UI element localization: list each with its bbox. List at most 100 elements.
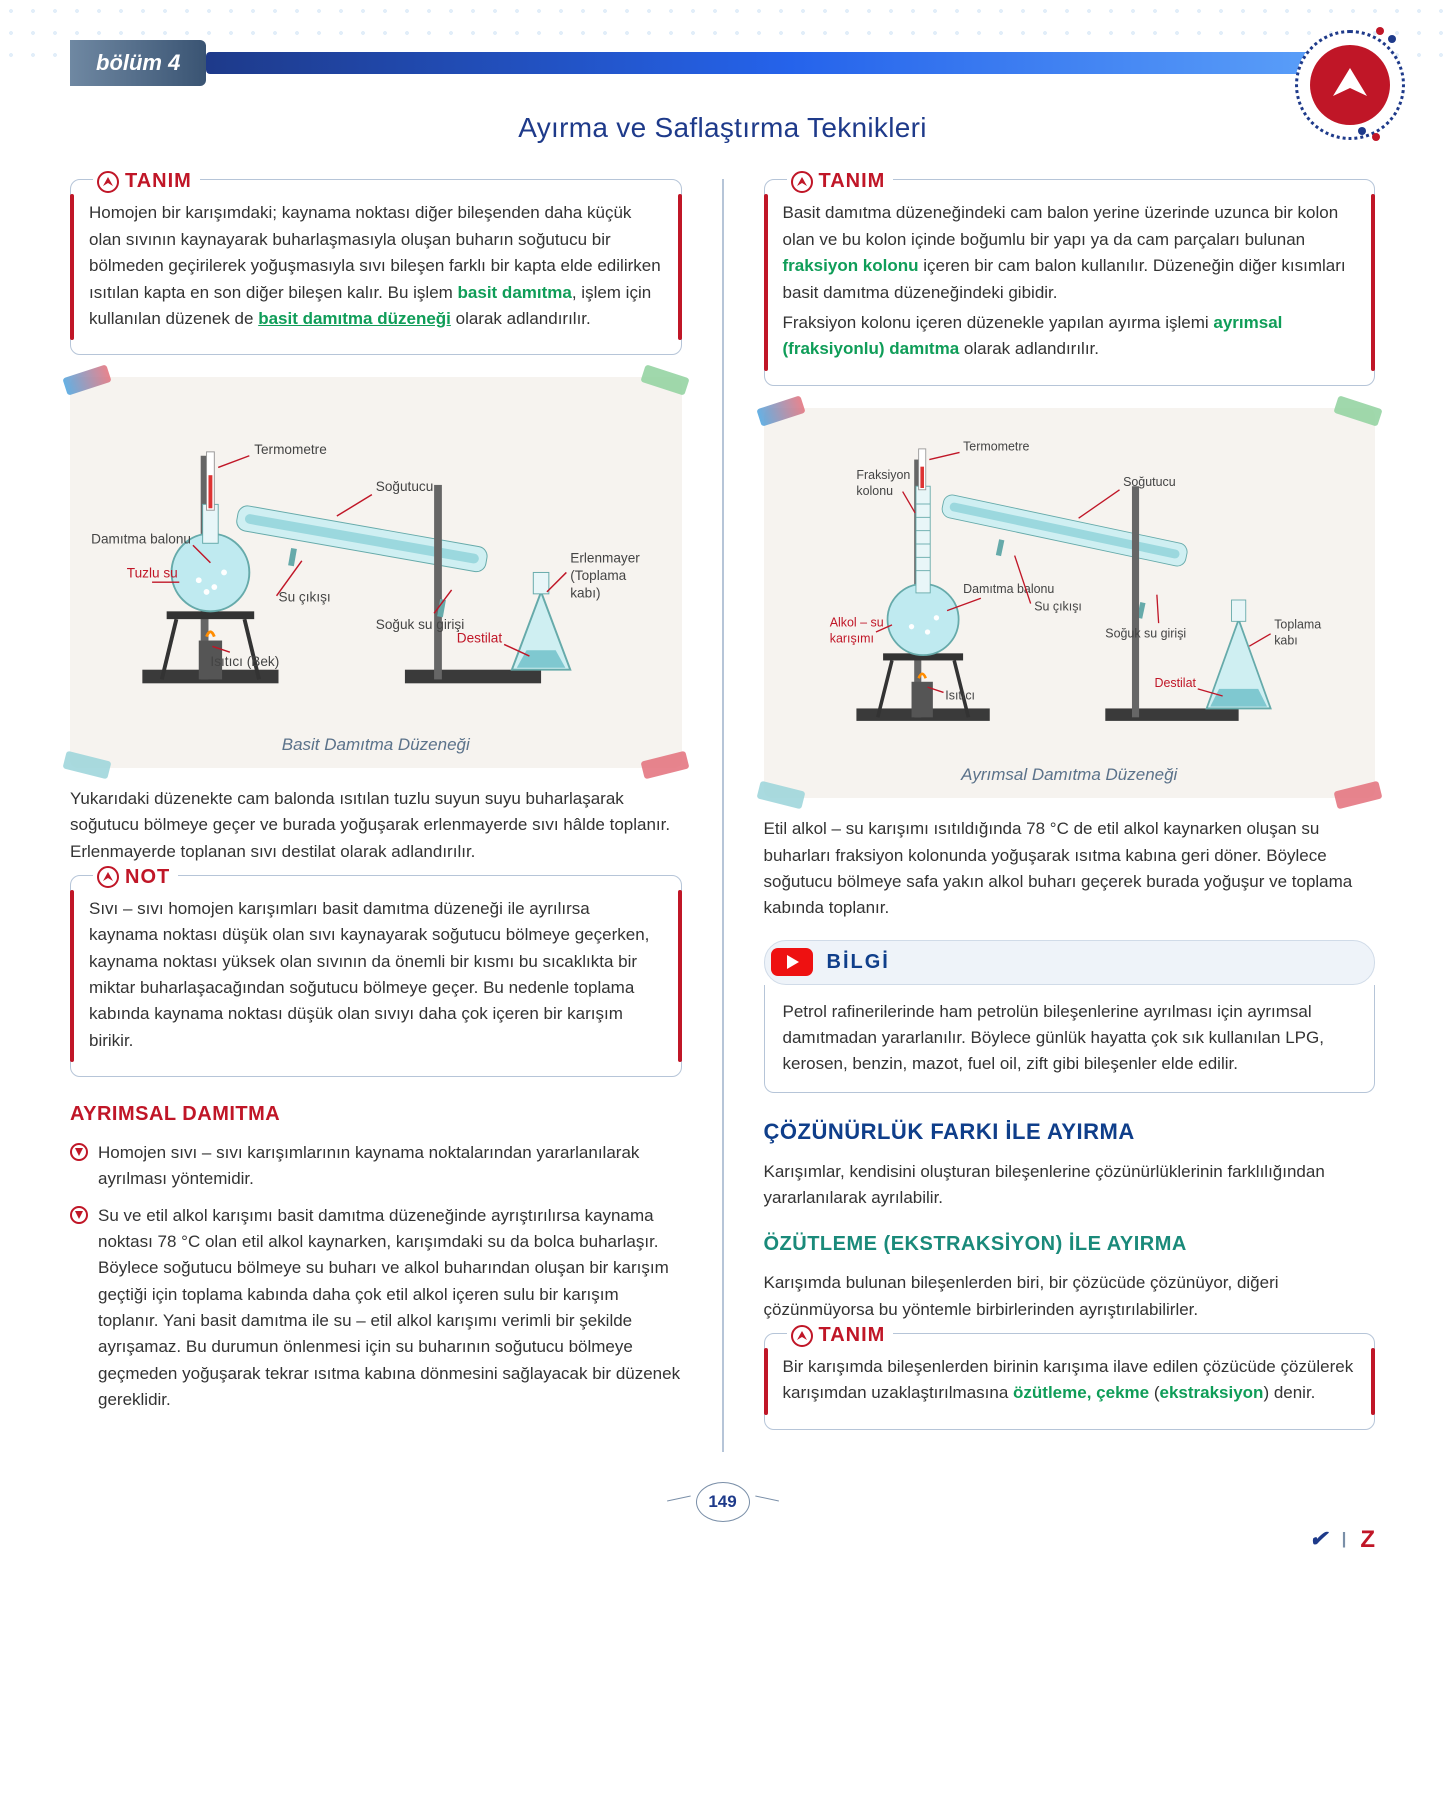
callout-stripe [1371, 1348, 1375, 1415]
svg-text:Damıtma balonu: Damıtma balonu [91, 531, 191, 546]
arrow-icon [97, 866, 119, 888]
tanim-label-text: TANIM [819, 1320, 886, 1351]
play-icon [771, 948, 813, 976]
tanim-body: Basit damıtma düzeneğindeki cam balon ye… [783, 200, 1357, 305]
heading-cozunurluk: ÇÖZÜNÜRLÜK FARKI İLE AYIRMA [764, 1115, 1376, 1149]
paragraph: Karışımlar, kendisini oluşturan bileşenl… [764, 1159, 1376, 1212]
term: özütleme, çekme [1013, 1383, 1149, 1402]
left-column: TANIM Homojen bir karışımdaki; kaynama n… [70, 179, 682, 1451]
figure-basit-damitma: Termometre Soğutucu Damıtma balonu Tuzlu… [70, 377, 682, 768]
text: ( [1149, 1383, 1159, 1402]
right-column: TANIM Basit damıtma düzeneğindeki cam ba… [764, 179, 1376, 1451]
tanim-label: TANIM [787, 1320, 894, 1351]
svg-text:kabı: kabı [1274, 633, 1298, 647]
paragraph: Karışımda bulunan bileşenlerden biri, bi… [764, 1270, 1376, 1323]
svg-text:Toplama: Toplama [1274, 617, 1321, 631]
heading-ayrimsal: AYRIMSAL DAMITMA [70, 1099, 682, 1130]
diagram-ayrimsal-damitma: Termometre Fraksiyon kolonu Soğutucu Dam… [778, 424, 1362, 744]
callout-stripe [764, 1348, 768, 1415]
tanim-box-ozutleme: TANIM Bir karışımda bileşenlerden birini… [764, 1333, 1376, 1430]
tanim-label: TANIM [787, 166, 894, 197]
bullet-text: Su ve etil alkol karışımı basit damıtma … [98, 1203, 682, 1414]
paragraph: Etil alkol – su karışımı ısıtıldığında 7… [764, 816, 1376, 921]
callout-stripe [70, 890, 74, 1062]
arrow-icon [791, 171, 813, 193]
svg-text:Destilat: Destilat [1154, 676, 1196, 690]
term: basit damıtma [458, 283, 572, 302]
not-label: NOT [93, 862, 178, 893]
figure-caption: Basit Damıtma Düzeneği [84, 732, 668, 758]
svg-text:Isıtıcı (Bek): Isıtıcı (Bek) [210, 654, 279, 669]
svg-text:Soğutucu: Soğutucu [1123, 475, 1176, 489]
footer-logos: ✔ | Z [1309, 1521, 1375, 1558]
brand-badge [1295, 30, 1405, 140]
text: Fraksiyon kolonu içeren düzenekle yapıla… [783, 313, 1214, 332]
footer-logo-z-icon: Z [1360, 1521, 1375, 1558]
heading-ozutleme: ÖZÜTLEME (EKSTRAKSİYON) İLE AYIRMA [764, 1229, 1376, 1260]
svg-text:kabı): kabı) [570, 586, 600, 601]
svg-text:Termometre: Termometre [963, 439, 1029, 453]
bilgi-box: Petrol rafinerilerinde ham petrolün bile… [764, 985, 1376, 1093]
chapter-gradient-line [206, 52, 1375, 74]
tanim-box-right: TANIM Basit damıtma düzeneğindeki cam ba… [764, 179, 1376, 385]
footer-divider: | [1342, 1526, 1347, 1552]
tanim-label-text: TANIM [125, 166, 192, 197]
text: Basit damıtma düzeneğindeki cam balon ye… [783, 203, 1339, 248]
bilgi-body: Petrol rafinerilerinde ham petrolün bile… [783, 999, 1357, 1078]
callout-stripe [678, 890, 682, 1062]
page-number-wrap: 149 [70, 1482, 1375, 1522]
tape-decor [640, 365, 689, 396]
page: bölüm 4 Ayırma ve Saflaştırma Teknikleri… [0, 0, 1445, 1582]
callout-stripe [678, 194, 682, 340]
term: fraksiyon kolonu [783, 256, 919, 275]
svg-text:Alkol – su: Alkol – su [829, 615, 883, 629]
text: ) denir. [1263, 1383, 1315, 1402]
callout-stripe [764, 194, 768, 370]
page-number: 149 [696, 1482, 750, 1522]
chapter-header: bölüm 4 [70, 40, 1375, 86]
svg-text:Damıtma balonu: Damıtma balonu [963, 581, 1054, 595]
arrow-icon [791, 1325, 813, 1347]
text: olarak adlandırılır. [451, 309, 591, 328]
text: olarak adlandırılır. [959, 339, 1099, 358]
paragraph: Yukarıdaki düzenekte cam balonda ısıtıla… [70, 786, 682, 865]
svg-text:Termometre: Termometre [254, 442, 327, 457]
not-box: NOT Sıvı – sıvı homojen karışımları basi… [70, 875, 682, 1077]
tanim-body: Bir karışımda bileşenlerden birinin karı… [783, 1354, 1357, 1407]
svg-text:Soğuk su girişi: Soğuk su girişi [376, 617, 465, 632]
bullet-icon [70, 1143, 88, 1161]
svg-text:Isıtıcı: Isıtıcı [945, 688, 975, 702]
term: ekstraksiyon [1159, 1383, 1263, 1402]
bullet-text: Homojen sıvı – sıvı karışımlarının kayna… [98, 1140, 682, 1193]
svg-text:karışımı: karışımı [829, 631, 873, 645]
term: basit damıtma düzeneği [258, 309, 451, 328]
figure-ayrimsal-damitma: Termometre Fraksiyon kolonu Soğutucu Dam… [764, 408, 1376, 799]
two-column-layout: TANIM Homojen bir karışımdaki; kaynama n… [70, 179, 1375, 1451]
bilgi-header: BİLGİ [764, 940, 1376, 985]
callout-stripe [1371, 194, 1375, 370]
svg-text:Tuzlu su: Tuzlu su [127, 566, 178, 581]
svg-text:Erlenmayer: Erlenmayer [570, 551, 640, 566]
page-title: Ayırma ve Saflaştırma Teknikleri [70, 106, 1375, 149]
tanim-body: Homojen bir karışımdaki; kaynama noktası… [89, 200, 663, 332]
not-label-text: NOT [125, 862, 170, 893]
tape-decor [756, 395, 805, 426]
bullet-icon [70, 1206, 88, 1224]
svg-text:Su çıkışı: Su çıkışı [279, 590, 331, 605]
svg-text:Soğuk su girişi: Soğuk su girişi [1105, 626, 1186, 640]
callout-stripe [70, 194, 74, 340]
list-item: Su ve etil alkol karışımı basit damıtma … [70, 1203, 682, 1414]
not-body: Sıvı – sıvı homojen karışımları basit da… [89, 896, 663, 1054]
arrow-icon [97, 171, 119, 193]
bullet-list: Homojen sıvı – sıvı karışımlarının kayna… [70, 1140, 682, 1413]
brand-arrow-icon [1310, 45, 1390, 125]
tanim-label-text: TANIM [819, 166, 886, 197]
tanim-label: TANIM [93, 166, 200, 197]
chapter-tab: bölüm 4 [70, 40, 206, 86]
svg-text:Su çıkışı: Su çıkışı [1034, 599, 1082, 613]
svg-text:Destilat: Destilat [457, 631, 503, 646]
svg-text:kolonu: kolonu [856, 484, 893, 498]
svg-text:Fraksiyon: Fraksiyon [856, 468, 910, 482]
column-divider [722, 179, 724, 1451]
svg-text:(Toplama: (Toplama [570, 568, 626, 583]
